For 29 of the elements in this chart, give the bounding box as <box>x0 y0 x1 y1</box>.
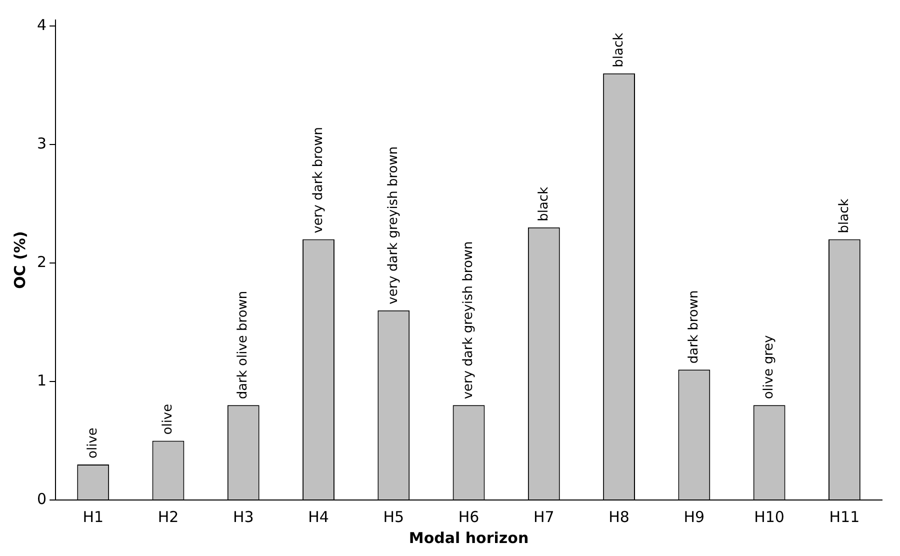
x-tick-label: H11 <box>829 508 860 526</box>
data-label: olive <box>85 428 100 458</box>
x-tick-label: H7 <box>533 508 554 526</box>
data-label: black <box>536 186 552 222</box>
x-tick-label: H2 <box>158 508 179 526</box>
data-label: olive <box>160 404 176 435</box>
x-tick-label: H10 <box>754 508 784 526</box>
data-label: dark olive brown <box>236 290 251 400</box>
x-tick-label: H8 <box>608 508 630 526</box>
data-label: dark brown <box>686 290 702 364</box>
x-tick-label: H3 <box>232 508 254 526</box>
data-label: very dark brown <box>310 127 326 234</box>
data-label: black <box>836 198 852 234</box>
x-tick-label: H6 <box>458 508 480 526</box>
y-tick-label: 3 <box>36 134 47 152</box>
data-label: olive grey <box>762 334 777 400</box>
x-axis-title: Modal horizon <box>408 528 529 547</box>
y-tick-label: 1 <box>36 371 47 390</box>
y-axis-title: OC (%) <box>10 231 29 289</box>
data-label: black <box>611 32 626 68</box>
y-tick-label: 4 <box>36 16 47 34</box>
y-tick-label: 2 <box>36 252 47 271</box>
x-tick-label: H5 <box>383 508 404 526</box>
x-tick-label: H4 <box>308 508 329 526</box>
data-label: very dark greyish brown <box>386 146 402 304</box>
x-tick-label: H1 <box>82 508 104 526</box>
data-label: very dark greyish brown <box>461 241 476 400</box>
y-tick-label: 0 <box>36 490 47 508</box>
x-tick-label: H9 <box>684 508 705 526</box>
